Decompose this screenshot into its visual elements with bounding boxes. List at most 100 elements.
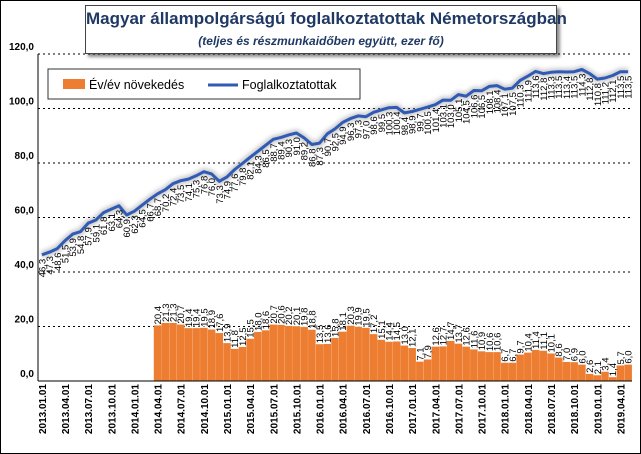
line-data-label: 75,3 [192,180,203,199]
line-data-label: 111,2 [601,82,612,104]
bar-data-label: 19,4 [184,309,195,328]
bar-data-label: 10,9 [477,332,488,351]
line-data-label: 113,4 [562,76,573,99]
line-data-label: 112,1 [608,80,619,103]
line-data-label: 106,5 [477,95,488,119]
bar [585,373,594,381]
legend-label-line: Foglalkoztatottak [242,78,337,92]
bar [608,377,617,381]
bar-data-label: 18,8 [307,310,318,329]
bar-data-label: 14,5 [392,322,403,341]
bar [254,331,262,381]
bar [439,346,447,381]
line-data-label: 64,5 [138,209,149,228]
bar-data-label: 13,6 [323,324,334,343]
bar-data-label: 19,9 [354,307,365,326]
bar-data-label: 6,7 [508,349,519,362]
bar [493,352,501,381]
bar-data-label: 17,6 [215,314,226,333]
line-data-label: 59,1 [91,224,102,243]
bar-data-label: 6,9 [570,348,581,361]
bar-data-label: 1,4 [608,363,619,376]
line-data-label: 113,5 [624,76,635,99]
bar [524,352,532,381]
bar [362,327,370,381]
bar-data-label: 20,3 [346,306,357,325]
line-data-label: 82,1 [246,161,257,180]
x-tick-label: 2017.07.01 [454,384,465,434]
bar-data-label: 11,8 [230,330,241,348]
line-data-label: 96,3 [346,123,357,141]
line-data-label: 108,1 [485,90,496,114]
bar [176,324,185,381]
bar-data-label: 18,6 [261,311,272,330]
legend-label-bar: Év/év növekedés [89,77,184,92]
bar-data-label: 21,3 [161,303,172,322]
bar [392,341,401,381]
bar-data-label: 17,2 [369,315,380,334]
bar [192,328,200,381]
bar-data-label: 18,9 [207,310,218,329]
bar-data-label: 10,6 [485,333,496,352]
data-labels: 20,421,321,320,719,419,419,518,917,613,9… [37,74,634,377]
bar [454,343,463,381]
bar [246,338,254,381]
x-tick-label: 2016.10.01 [385,384,396,434]
x-tick-label: 2014.10.01 [200,384,211,434]
x-tick-label: 2014.04.01 [154,384,165,434]
bar-data-label: 20,7 [269,305,280,324]
bar [223,343,231,381]
line-data-label: 105,1 [454,99,465,123]
bar-data-label: 12,1 [408,329,419,348]
bar-data-label: 20,7 [176,305,187,324]
bar-data-label: 15,8 [331,318,342,337]
line-data-label: 62,3 [130,215,141,234]
bar-data-label: 6,7 [500,349,511,362]
bar-data-label: 9,7 [516,340,527,353]
bar-data-label: 14,7 [446,321,457,340]
bar-data-label: 19,4 [192,309,203,328]
line-data-label: 89,2 [300,142,311,161]
y-tick-label: 0,0 [20,369,34,380]
line-data-label: 60,9 [122,219,133,238]
bar-data-label: 7,0 [562,348,573,361]
bar-data-label: 12,6 [462,327,473,346]
chart-title: Magyar állampolgárságú foglalkoztatottak… [86,9,567,28]
bar [508,362,517,381]
x-tick-label: 2013.01.01 [38,384,49,434]
x-tick-label: 2016.04.01 [339,384,350,434]
line-data-label: 108,4 [493,90,504,114]
line-data-label: 73,5 [176,185,187,204]
x-tick-label: 2013.07.01 [84,384,95,434]
chart-subtitle: (teljes és részmunkaidőben együtt, ezer … [198,34,444,48]
line-data-label: 112,8 [539,78,550,101]
x-tick-label: 2017.10.01 [478,384,489,434]
bar-data-label: 20,2 [284,306,295,325]
x-tick-label: 2016.07.01 [362,384,373,434]
bar-data-label: 20,1 [292,307,303,326]
line-series [40,65,629,259]
bar [516,354,524,381]
line-data-label: 100,5 [423,111,434,135]
line-data-label: 101,4 [431,109,442,133]
x-tick-label: 2014.07.01 [177,384,188,434]
bar [284,325,293,381]
bar [308,329,316,381]
y-tick-label: 100,0 [9,97,34,108]
x-tick-label: 2015.01.01 [223,384,234,434]
bar-data-label: 6,0 [624,350,635,363]
line-data-label: 70,2 [161,194,172,213]
line-data-label: 57,9 [84,227,95,246]
bar-data-label: 11,6 [469,331,480,349]
bar-data-label: 5,7 [616,351,627,364]
bar [300,327,308,381]
bar [207,329,216,381]
line-data-label: 114,3 [577,74,588,97]
line-data-label: 66,7 [145,203,156,222]
bar-data-label: 20,4 [153,306,164,325]
gridlines [38,53,632,327]
axes: 0,0 20,0 40,0 60,0 80,0 100,0 120,0 2013.01.01 2… [9,42,632,434]
bar-data-label: 13,9 [223,324,234,343]
line-data-label: 110,3 [516,84,527,107]
bar [354,326,362,381]
